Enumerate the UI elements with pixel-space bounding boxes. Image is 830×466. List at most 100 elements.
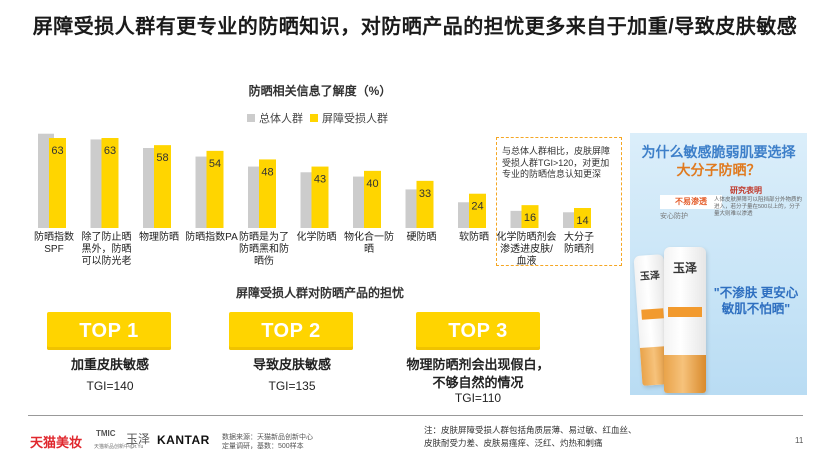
kantar-logo: KANTAR — [157, 433, 210, 447]
top2-tgi: TGI=135 — [268, 379, 316, 393]
bar-barrier-2 — [154, 145, 171, 228]
category-label-line: 晒 — [364, 244, 374, 255]
category-label-line: SPF — [44, 244, 64, 255]
category-label-line: 黑外，防晒 — [81, 244, 132, 255]
category-label-line: 大分子 — [564, 232, 594, 243]
legend-label-overall: 总体人群 — [259, 113, 303, 125]
category-label-line: 除了防止晒 — [81, 232, 132, 243]
category-label-line: 渗透进皮肤/ — [500, 244, 553, 255]
category-label-3: 防晒指数PA — [182, 232, 242, 244]
tube-cap — [664, 355, 706, 393]
category-label-line: 化学防晒 — [296, 232, 337, 243]
bar-barrier-0 — [49, 138, 66, 228]
bar-barrier-9 — [521, 205, 539, 228]
panel-title: 为什么敏感脆弱肌要选择 大分子防晒？ — [630, 143, 807, 179]
data-label-4: 48 — [261, 166, 273, 178]
tube-brand: 玉泽 — [672, 261, 697, 275]
chart-title: 防晒相关信息了解度（%） — [248, 84, 392, 98]
callout-text: 与总体人群相比，皮肤屏障受损人群TGI>120，对更加专业的防晒信息认知更深 — [502, 146, 611, 179]
category-label-line: 物理防晒 — [139, 232, 179, 243]
category-label-2: 物理防晒 — [129, 232, 189, 244]
bar-barrier-5 — [311, 166, 329, 228]
panel-slogan-line2: 敏肌不怕晒" — [721, 302, 791, 316]
page-title: 屏障受损人群有更专业的防晒知识，对防晒产品的担忧更多来自于加重/导致皮肤敏感 — [32, 16, 798, 38]
top3-tgi: TGI=110 — [454, 391, 502, 405]
tmic-logo-sub: 天猫新品创新中心 — [94, 444, 135, 450]
category-label-line: 晒伤 — [254, 256, 274, 267]
bar-barrier-3 — [206, 150, 224, 228]
callout-box — [496, 137, 622, 266]
page-number: 11 — [795, 436, 804, 445]
category-label-7: 硬防晒 — [392, 232, 452, 244]
top2-text: 导致皮肤敏感 — [252, 357, 331, 372]
bar-barrier-6 — [364, 170, 381, 228]
data-label-5: 43 — [314, 174, 326, 186]
note-line-1: 注：皮肤屏障受损人群包括角质层薄、易过敏、红血丝、 — [424, 425, 637, 435]
note-line-2: 皮肤耐受力差、皮肤易瘙痒、泛红、灼热和刺痛 — [424, 438, 603, 448]
concerns-title: 屏障受损人群对防晒产品的担忧 — [235, 286, 404, 300]
category-label-line: 化学防晒剂会 — [496, 232, 557, 243]
source-line-2: 定量调研，基数：500样本 — [222, 443, 304, 450]
panel-title-line2: 大分子防晒？ — [676, 162, 761, 178]
category-label-1: 除了防止晒 黑外，防晒 可以防光老 — [77, 232, 137, 268]
category-label-9: 化学防晒剂会 渗透进皮肤/血液 — [497, 232, 557, 268]
data-label-0: 63 — [51, 145, 63, 157]
tmic-logo: TMIC — [96, 429, 116, 438]
data-label-10: 14 — [576, 215, 588, 227]
panel-sub: 安心防护 — [660, 213, 688, 220]
tube-brand: 玉泽 — [639, 270, 661, 283]
data-label-1: 63 — [104, 145, 116, 157]
bar-barrier-10 — [574, 208, 591, 228]
data-label-7: 33 — [419, 188, 431, 200]
top1-text: 加重皮肤敏感 — [70, 357, 149, 372]
legend-item-barrier: 屏障受损人群 — [310, 110, 388, 126]
source-line-1: 数据来源：天猫新品创新中心 — [222, 434, 313, 441]
data-label-8: 24 — [471, 201, 483, 213]
category-label-line: 血液 — [516, 256, 537, 267]
category-label-line: 可以防光老 — [81, 256, 132, 267]
tube-band — [668, 307, 702, 317]
yuze-logo: 玉泽 — [126, 432, 151, 446]
category-label-10: 大分子 防晒剂 — [549, 232, 609, 256]
product-tube-front: 玉泽 — [664, 247, 706, 393]
category-label-line: 防晒是为了 — [239, 232, 289, 243]
category-label-line: 防晒黑和防 — [239, 244, 289, 255]
legend-swatch-barrier — [310, 114, 318, 122]
data-label-3: 54 — [209, 158, 221, 170]
tmall-beauty-logo: 天猫美妆 — [30, 435, 83, 450]
panel-research: 研究表明 — [730, 186, 762, 195]
footer-divider — [28, 415, 803, 416]
panel-slogan: "不渗肤 更安心 敏肌不怕晒" — [710, 285, 802, 317]
bar-barrier-4 — [259, 159, 276, 228]
category-label-5: 化学防晒 — [287, 232, 347, 244]
data-label-2: 58 — [156, 152, 168, 164]
category-label-line: 硬防晒 — [406, 232, 437, 243]
data-label-6: 40 — [366, 178, 378, 190]
panel-slogan-line1: "不渗肤 更安心 — [713, 286, 799, 300]
category-label-line: 防晒剂 — [564, 244, 594, 255]
yuze-logo-sub: Dr.Yu — [131, 444, 144, 450]
legend-item-overall: 总体人群 — [247, 110, 303, 126]
product-image-panel: 为什么敏感脆弱肌要选择 大分子防晒？ 不易渗透 安心防护 研究表明 人体皮肤屏障… — [630, 133, 807, 395]
category-label-line: 防晒指数 — [34, 232, 74, 243]
category-label-8: 软防晒 — [444, 232, 504, 244]
top3-text-line1: 物理防晒剂会出现假白， — [406, 357, 550, 372]
panel-tag: 不易渗透 — [660, 195, 722, 209]
legend-label-barrier: 屏障受损人群 — [322, 113, 388, 125]
category-label-6: 物化合一防晒 — [339, 232, 399, 256]
top1-tgi: TGI=140 — [86, 379, 134, 393]
data-label-9: 16 — [524, 212, 536, 224]
category-label-4: 防晒是为了 防晒黑和防 晒伤 — [234, 232, 294, 268]
category-label-line: 物化合一防 — [344, 232, 394, 243]
top3-badge: TOP 3 — [416, 312, 540, 350]
bar-barrier-1 — [101, 138, 119, 228]
bar-barrier-8 — [469, 193, 486, 228]
top3-text-line2: 不够自然的情况 — [432, 375, 524, 390]
category-label-line: 防晒指数PA — [185, 232, 238, 243]
bar-barrier-7 — [416, 180, 434, 228]
top2-badge: TOP 2 — [229, 312, 353, 350]
legend-swatch-overall — [247, 114, 255, 122]
category-label-0: 防晒指数 SPF — [24, 232, 84, 256]
tube-band — [641, 308, 664, 320]
